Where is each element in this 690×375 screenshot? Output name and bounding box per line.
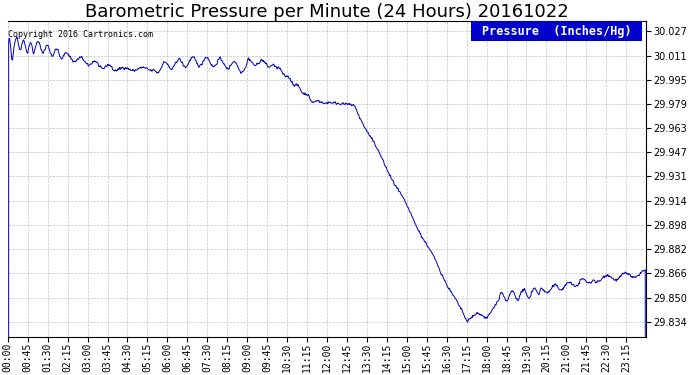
Title: Barometric Pressure per Minute (24 Hours) 20161022: Barometric Pressure per Minute (24 Hours…: [85, 3, 569, 21]
Text: Copyright 2016 Cartronics.com: Copyright 2016 Cartronics.com: [8, 30, 153, 39]
